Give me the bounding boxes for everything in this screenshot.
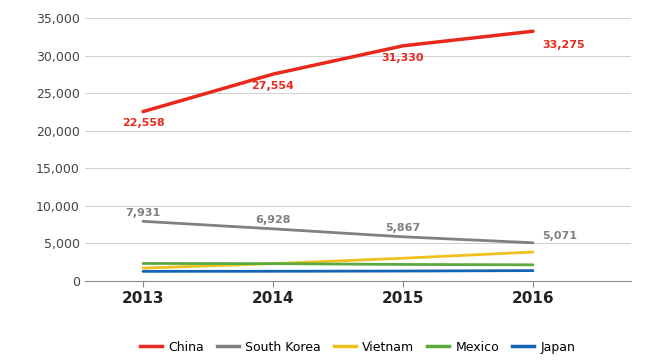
Text: 5,867: 5,867 bbox=[385, 223, 421, 233]
Text: 27,554: 27,554 bbox=[252, 81, 294, 91]
Text: 22,558: 22,558 bbox=[122, 118, 164, 129]
Text: 6,928: 6,928 bbox=[255, 215, 291, 225]
Text: 7,931: 7,931 bbox=[125, 208, 161, 217]
Legend: China, South Korea, Vietnam, Mexico, Japan: China, South Korea, Vietnam, Mexico, Jap… bbox=[135, 336, 580, 359]
Text: 33,275: 33,275 bbox=[542, 40, 585, 50]
Text: 31,330: 31,330 bbox=[382, 53, 424, 63]
Text: 5,071: 5,071 bbox=[542, 230, 577, 240]
